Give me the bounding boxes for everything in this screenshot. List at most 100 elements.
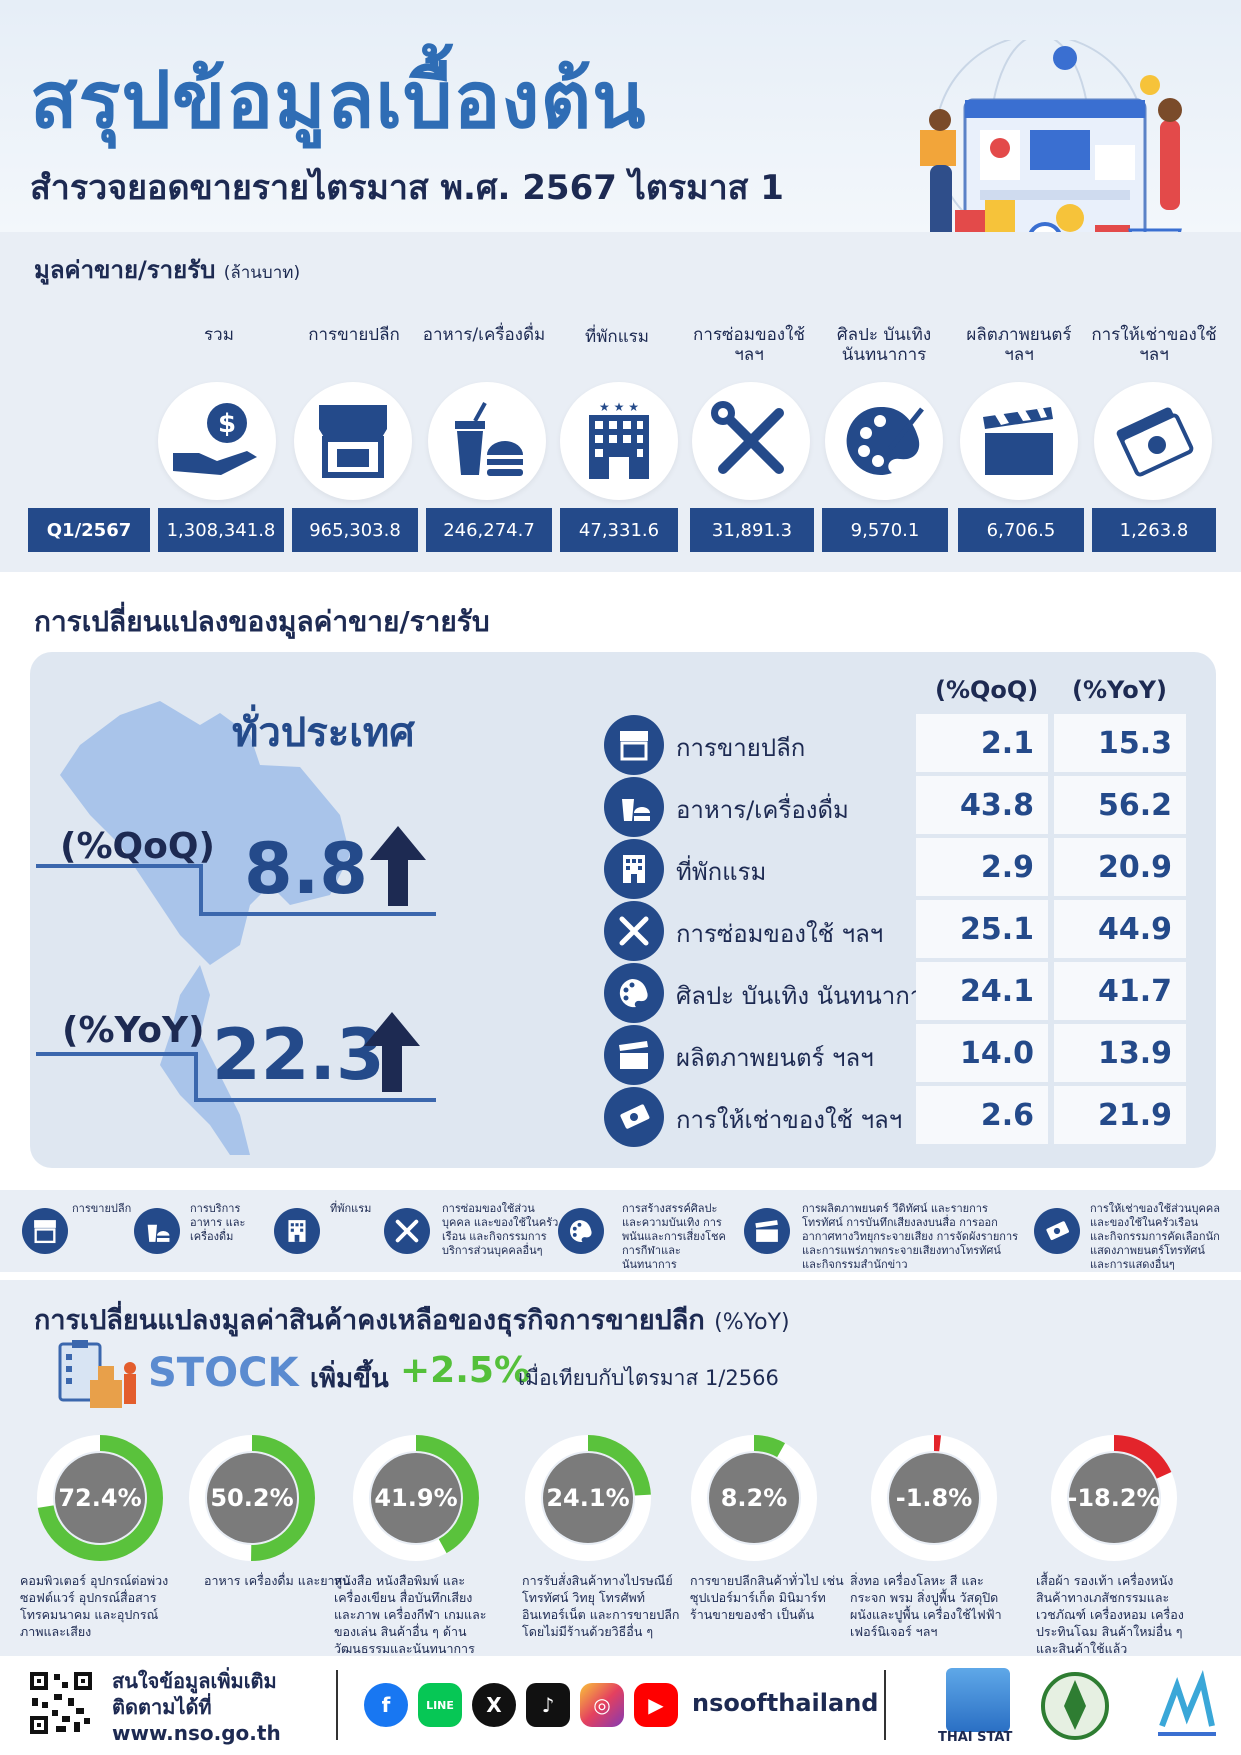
thaistat-label: THAI STAT — [938, 1730, 1013, 1745]
stock-donut-arc — [353, 1435, 479, 1561]
sales-col-icon — [825, 382, 943, 500]
stock-donut: 50.2% — [189, 1435, 315, 1561]
stock-donut-arc — [37, 1435, 163, 1561]
yoy-cell: 15.3 — [1054, 714, 1186, 772]
qr-code-icon[interactable] — [28, 1670, 94, 1736]
sales-value: 965,303.8 — [292, 508, 418, 552]
qoq-cell: 2.9 — [916, 838, 1048, 896]
yoy-cell: 21.9 — [1054, 1086, 1186, 1144]
stock-increase-value: +2.5% — [400, 1350, 531, 1391]
sales-value: 6,706.5 — [958, 508, 1084, 552]
sales-value: 1,308,341.8 — [158, 508, 284, 552]
yoy-cell: 20.9 — [1054, 838, 1186, 896]
food-drink-icon — [134, 1208, 180, 1254]
stock-donut-arc — [1051, 1435, 1177, 1561]
page-title: สรุปข้อมูลเบื้องต้น — [30, 56, 647, 146]
legend-text: ที่พักแรม — [330, 1202, 372, 1215]
qoq-underline — [36, 864, 436, 916]
stock-title-text: การเปลี่ยนแปลงมูลค่าสินค้าคงเหลือของธุรก… — [34, 1305, 705, 1336]
yoy-value: 22.3 — [212, 1014, 385, 1096]
change-row-name: การให้เช่าของใช้ ฯลฯ — [676, 1106, 903, 1134]
sales-col-label: ผลิตภาพยนตร์ ฯลฯ — [966, 325, 1072, 365]
ministry-seal-icon — [1041, 1672, 1109, 1740]
tiktok-icon[interactable]: ♪ — [526, 1683, 570, 1727]
qoq-cell: 14.0 — [916, 1024, 1048, 1082]
qoq-cell: 43.8 — [916, 776, 1048, 834]
legend-text: การบริการอาหาร และเครื่องดื่ม — [190, 1202, 246, 1243]
stock-donut-arc — [871, 1435, 997, 1561]
repair-tools-icon — [604, 901, 664, 961]
repair-tools-icon — [711, 401, 784, 474]
col-head-qoq: (%QoQ) — [935, 676, 1039, 704]
hotel-icon — [604, 839, 664, 899]
change-row-name: การซ่อมของใช้ ฯลฯ — [676, 920, 884, 948]
stock-increase-label: เพิ่มขึ้น — [310, 1364, 389, 1394]
sales-col-label: รวม — [204, 325, 234, 345]
sales-col-label: การขายปลีก — [308, 325, 400, 345]
sales-col-label: ที่พักแรม — [585, 327, 649, 347]
sales-col-label: การให้เช่าของใช้ ฯลฯ — [1091, 325, 1217, 365]
social-handle[interactable]: nsoofthailand — [692, 1689, 879, 1717]
sales-col-icon: $ — [158, 382, 276, 500]
qoq-cell: 2.1 — [916, 714, 1048, 772]
qoq-cell: 24.1 — [916, 962, 1048, 1020]
hotel-icon: ★ ★ ★ — [589, 400, 649, 479]
change-row-name: อาหาร/เครื่องดื่ม — [676, 796, 849, 824]
stock-donut-label: -18.2% — [1067, 1484, 1160, 1512]
period-label: Q1/2567 — [28, 508, 150, 552]
change-row-name: การขายปลีก — [676, 734, 806, 762]
x-icon[interactable]: X — [472, 1683, 516, 1727]
footer-url[interactable]: www.nso.go.th — [112, 1721, 281, 1745]
stock-donut-arc — [691, 1435, 817, 1561]
instagram-icon[interactable]: ◎ — [580, 1683, 624, 1727]
thailand-map-icon — [60, 701, 350, 1155]
art-palette-icon — [604, 963, 664, 1023]
yoy-underline — [36, 1052, 436, 1102]
storefront-icon — [319, 405, 387, 478]
art-palette-icon — [846, 406, 924, 475]
clapperboard-icon — [744, 1208, 790, 1254]
legend-text: การขายปลีก — [72, 1202, 132, 1215]
sales-title: มูลค่าขาย/รายรับ (ล้านบาท) — [34, 250, 300, 289]
footer-info-line2: ติดตามได้ที่ — [112, 1695, 212, 1719]
stock-donut-label: 50.2% — [210, 1484, 293, 1512]
art-palette-icon — [558, 1208, 604, 1254]
stock-donut-arc — [525, 1435, 651, 1561]
sales-col-icon: ★ ★ ★ — [560, 382, 678, 500]
repair-tools-icon — [384, 1208, 430, 1254]
banknotes-icon — [1034, 1208, 1080, 1254]
yoy-cell: 56.2 — [1054, 776, 1186, 834]
clipboard-boxes-icon — [58, 1340, 136, 1408]
stock-donut-label: 8.2% — [721, 1484, 788, 1512]
line-icon[interactable]: LINE — [418, 1683, 462, 1727]
facebook-icon[interactable]: f — [364, 1683, 408, 1727]
youtube-icon[interactable]: ▶ — [634, 1683, 678, 1727]
sales-col-icon — [428, 382, 546, 500]
footer-divider — [884, 1670, 886, 1740]
legend-text: การผลิตภาพยนตร์ วีดิทัศน์ และรายการโทรทั… — [802, 1202, 1019, 1271]
stock-donut-arc — [189, 1435, 315, 1561]
clapperboard-icon — [983, 407, 1053, 475]
yoy-label: (%YoY) — [62, 1010, 205, 1051]
sales-col-label: อาหาร/เครื่องดื่ม — [422, 325, 546, 345]
storefront-icon — [604, 715, 664, 775]
stock-unit: (%YoY) — [714, 1310, 790, 1335]
qoq-cell: 25.1 — [916, 900, 1048, 958]
up-arrow-icon — [364, 1012, 420, 1092]
legend-text: การให้เช่าของใช้ส่วนบุคคล และของใช้ในครั… — [1090, 1202, 1220, 1271]
stock-donut-desc: เสื้อผ้า รองเท้า เครื่องหนัง สินค้าทางเภ… — [1036, 1573, 1184, 1656]
qoq-value: 8.8 — [244, 828, 369, 910]
yoy-cell: 44.9 — [1054, 900, 1186, 958]
stock-donut: 72.4% — [37, 1435, 163, 1561]
stock-donut-desc: อาหาร เครื่องดื่ม และยาสูบ — [204, 1573, 351, 1588]
stock-donut: -18.2% — [1051, 1435, 1177, 1561]
stock-donut-desc: การรับสั่งสินค้าทางไปรษณีย์ โทรทัศน์ วิท… — [522, 1573, 680, 1639]
stock-title: การเปลี่ยนแปลงมูลค่าสินค้าคงเหลือของธุรก… — [34, 1298, 790, 1341]
food-drink-icon — [604, 777, 664, 837]
sales-col-label: การซ่อมของใช้ ฯลฯ — [693, 325, 805, 365]
sales-col-icon — [294, 382, 412, 500]
food-drink-icon — [455, 402, 523, 476]
stock-word: STOCK — [148, 1350, 299, 1396]
svg-text:★ ★ ★: ★ ★ ★ — [599, 400, 639, 414]
banknotes-icon — [604, 1087, 664, 1147]
